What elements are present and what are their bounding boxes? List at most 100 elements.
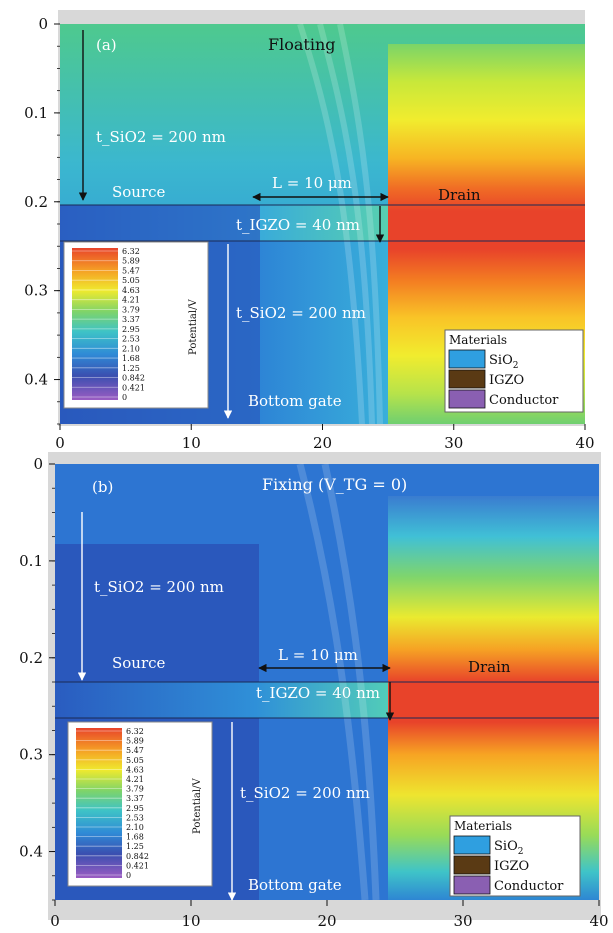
colorbar-tick-label: 1.25 <box>126 842 144 851</box>
panel-b-materials-legend: Materials SiO2 IGZO Conductor <box>449 815 581 897</box>
y-tick-label: 0.4 <box>24 371 48 389</box>
colorbar-tick-label: 3.79 <box>122 305 140 314</box>
x-tick-label: 0 <box>55 434 65 452</box>
panel-b-bottom-gate: Bottom gate <box>248 876 342 894</box>
colorbar-tick-label: 3.79 <box>126 785 144 794</box>
colorbar-title: Potential/V <box>192 778 203 834</box>
y-tick-label: 0.2 <box>19 649 43 667</box>
y-tick-label: 0 <box>33 455 43 473</box>
colorbar-tick-label: 2.53 <box>122 335 140 344</box>
panel-a-condition: Floating <box>268 35 335 54</box>
legend-item-label: Conductor <box>489 393 559 408</box>
x-tick-label: 10 <box>182 434 201 452</box>
y-tick-label: 0.2 <box>24 193 48 211</box>
colorbar-tick-label: 0.842 <box>122 374 145 383</box>
legend-swatch <box>453 855 491 875</box>
x-tick-label: 0 <box>50 912 60 930</box>
legend-swatch <box>453 835 491 855</box>
panel-a-materials-legend: Materials SiO2 IGZO Conductor <box>444 329 584 413</box>
colorbar-tick-label: 4.63 <box>122 286 140 295</box>
y-tick-label: 0.1 <box>19 552 43 570</box>
panel-a-label: (a) <box>96 36 117 54</box>
panel-b-t-sio2-bottom: t_SiO2 = 200 nm <box>240 784 370 802</box>
x-tick-label: 40 <box>589 912 608 930</box>
panel-b-annotations: (b) Fixing (V_TG = 0) t_SiO2 = 200 nm So… <box>77 475 511 901</box>
colorbar-tick-label: 1.68 <box>122 354 140 363</box>
legend-swatch <box>448 389 486 409</box>
colorbar-tick-label: 5.89 <box>126 737 144 746</box>
colorbar-gradient <box>72 248 118 400</box>
colorbar-tick-label: 5.47 <box>126 746 144 755</box>
panel-b-axes: 0 10 20 30 40 0 0.1 0.2 0.3 0.4 <box>19 455 608 930</box>
y-tick-label: 0.3 <box>24 282 48 300</box>
legend-swatch <box>448 349 486 369</box>
colorbar-tick-label: 2.95 <box>126 804 144 813</box>
colorbar-tick-label: 1.25 <box>122 364 140 373</box>
y-tick-label: 0 <box>38 15 48 33</box>
panel-b-t-igzo: t_IGZO = 40 nm <box>256 684 380 702</box>
legend-item-label: SiO2 <box>489 353 518 371</box>
legend-item-label: IGZO <box>494 859 529 874</box>
colorbar-tick-label: 0.421 <box>122 383 145 392</box>
panel-b-colorbar: 6.325.895.475.054.634.213.793.372.952.53… <box>67 721 213 887</box>
panel-a-axes: 0 10 20 30 40 0 0.1 0.2 0.3 0.4 <box>24 15 594 452</box>
colorbar-tick-label: 2.53 <box>126 813 144 822</box>
panel-b-contours <box>296 463 380 901</box>
panel-b-source-label: Source <box>112 654 166 672</box>
colorbar-tick-label: 0.421 <box>126 861 149 870</box>
panel-a-channel-length: L = 10 μm <box>272 174 352 192</box>
colorbar-tick-label: 5.05 <box>126 756 144 765</box>
colorbar-tick-label: 5.05 <box>122 276 140 285</box>
legend-title: Materials <box>454 819 512 833</box>
colorbar-tick-label: 4.21 <box>122 296 140 305</box>
panel-b-condition: Fixing (V_TG = 0) <box>262 475 407 494</box>
x-tick-label: 40 <box>575 434 594 452</box>
colorbar-tick-label: 2.10 <box>126 823 144 832</box>
legend-swatch <box>453 875 491 895</box>
colorbar-tick-label: 2.10 <box>122 344 140 353</box>
colorbar-tick-label: 6.32 <box>126 727 144 736</box>
panel-a-annotations: (a) Floating t_SiO2 = 200 nm Source Drai… <box>78 30 481 419</box>
x-tick-label: 30 <box>444 434 463 452</box>
panel-a-bottom-gate: Bottom gate <box>248 392 342 410</box>
colorbar-tick-label: 0.842 <box>126 852 149 861</box>
panel-a-t-sio2-top: t_SiO2 = 200 nm <box>96 128 226 146</box>
legend-title: Materials <box>449 333 507 347</box>
colorbar-tick-label: 5.89 <box>122 257 140 266</box>
panel-a-t-sio2-bottom: t_SiO2 = 200 nm <box>236 304 366 322</box>
colorbar-gradient <box>76 728 122 878</box>
panel-a-contours <box>297 23 383 425</box>
colorbar-tick-label: 6.32 <box>122 247 140 256</box>
colorbar-tick-label: 3.37 <box>126 794 144 803</box>
colorbar-tick-label: 5.47 <box>122 266 140 275</box>
colorbar-tick-label: 4.21 <box>126 775 144 784</box>
x-tick-label: 20 <box>317 912 336 930</box>
legend-swatch <box>448 369 486 389</box>
panel-b-igzo-layer <box>55 682 390 718</box>
panel-a-colorbar: 6.325.895.475.054.634.213.793.372.952.53… <box>63 241 209 409</box>
colorbar-tick-label: 0 <box>126 871 131 880</box>
colorbar-tick-label: 1.68 <box>126 833 144 842</box>
colorbar-tick-label: 0 <box>122 393 127 402</box>
colorbar-title: Potential/V <box>188 299 199 355</box>
panel-b-t-sio2-top: t_SiO2 = 200 nm <box>94 578 224 596</box>
panel-a-t-igzo: t_IGZO = 40 nm <box>236 216 360 234</box>
y-tick-label: 0.1 <box>24 104 48 122</box>
x-tick-label: 30 <box>453 912 472 930</box>
panel-a-source-label: Source <box>112 183 166 201</box>
y-tick-label: 0.4 <box>19 843 43 861</box>
panel-b-channel-length: L = 10 μm <box>278 646 358 664</box>
legend-item-label: Conductor <box>494 879 564 894</box>
colorbar-tick-label: 2.95 <box>122 325 140 334</box>
colorbar-tick-label: 4.63 <box>126 765 144 774</box>
legend-item-label: IGZO <box>489 373 524 388</box>
y-tick-label: 0.3 <box>19 746 43 764</box>
panel-b-drain-label: Drain <box>468 658 511 676</box>
x-tick-label: 10 <box>181 912 200 930</box>
panel-a-drain-label: Drain <box>438 186 481 204</box>
legend-item-label: SiO2 <box>494 839 523 857</box>
x-tick-label: 20 <box>313 434 332 452</box>
colorbar-tick-label: 3.37 <box>122 315 140 324</box>
panel-b-label: (b) <box>92 478 113 496</box>
